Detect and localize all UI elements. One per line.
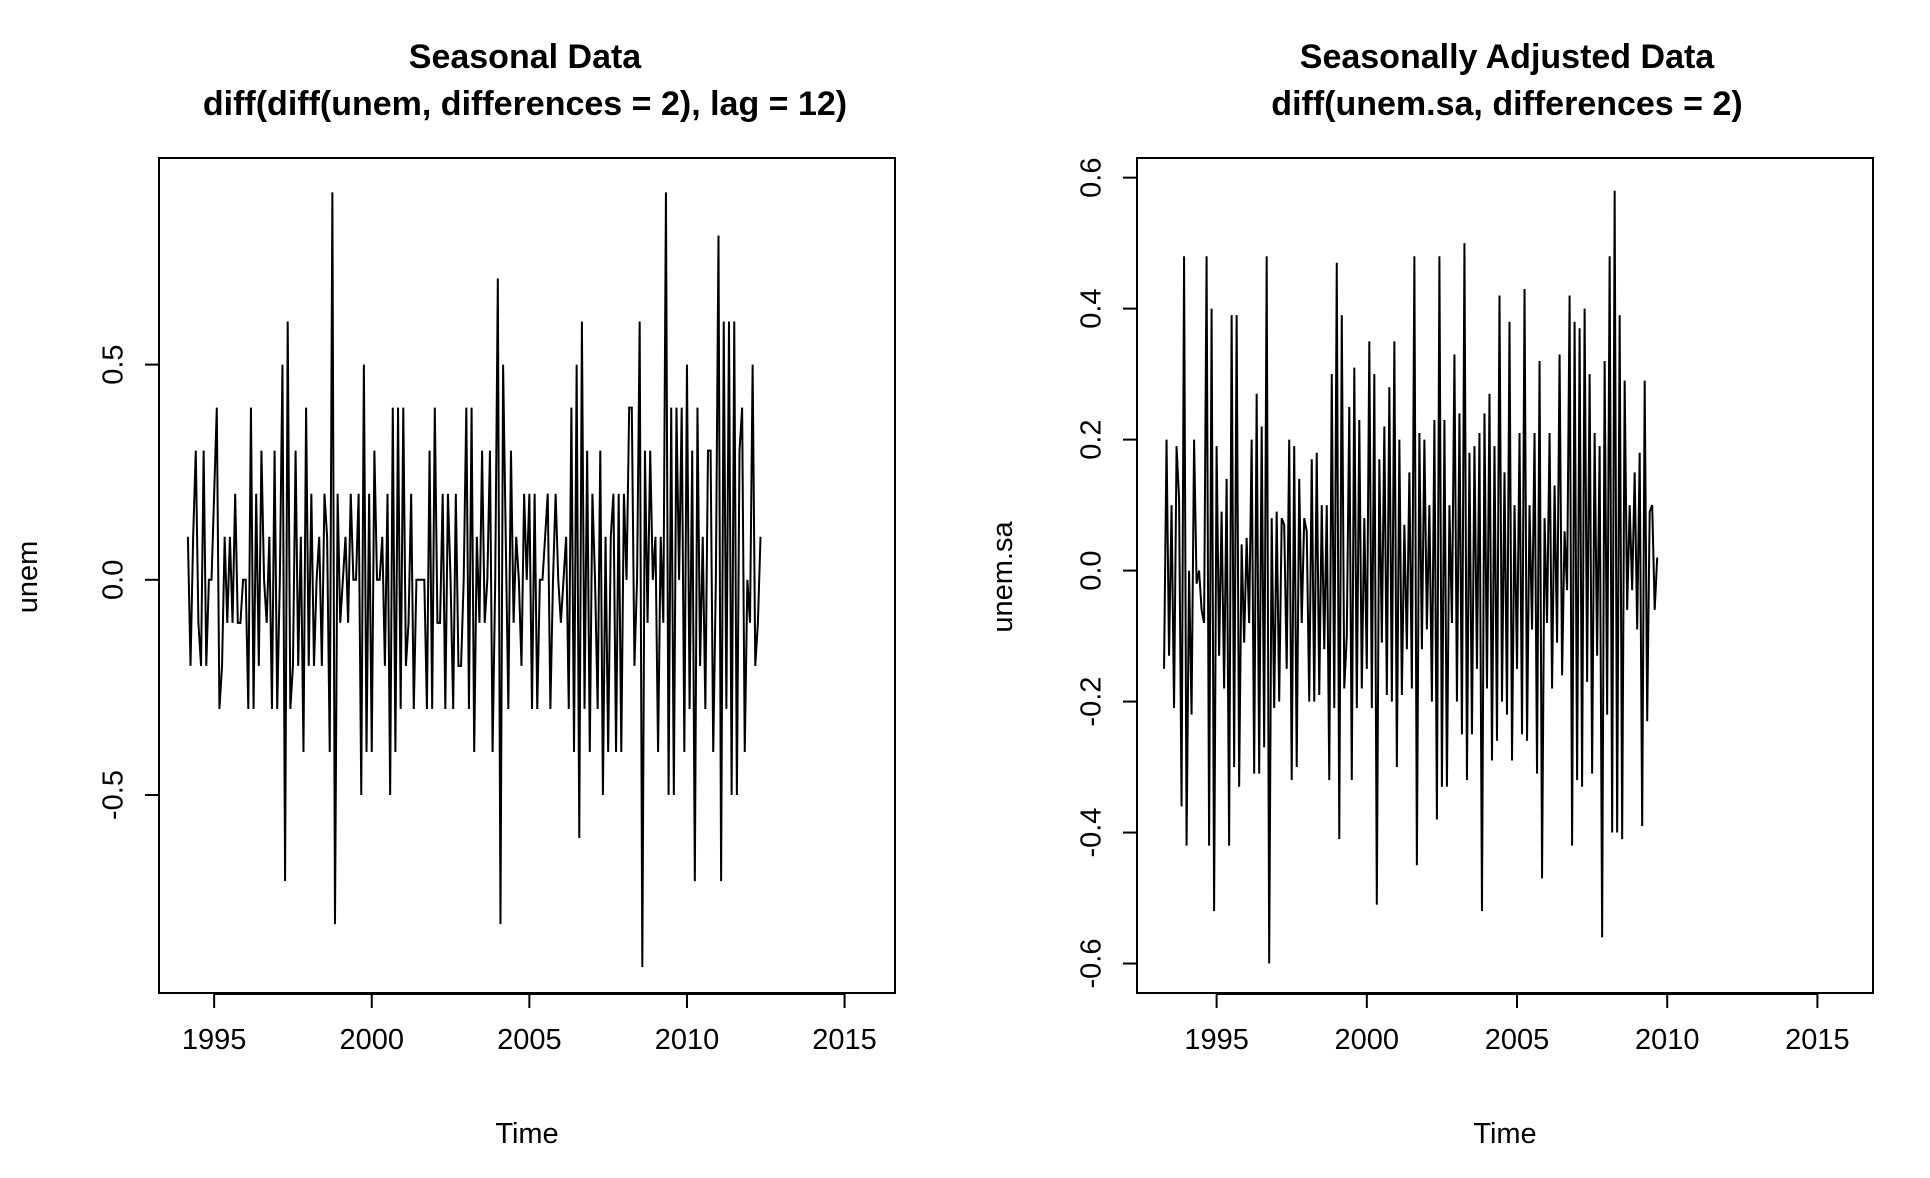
seasonal-x-tick-label: 2015 [812,1024,877,1056]
adjusted-y-tick-label: 0.0 [1076,550,1108,590]
seasonally-adjusted-panel: Seasonally Adjusted Data diff(unem.sa, d… [987,38,1874,1150]
seasonal-y-axis: -0.5 0.0 0.5 [98,344,160,820]
seasonal-y-tick-label: 0.5 [98,344,130,384]
seasonal-data-panel: Seasonal Data diff(diff(unem, difference… [12,38,896,1150]
adjusted-series-line [1163,190,1659,964]
seasonal-series-line [186,192,762,968]
adjusted-chart-subtitle: diff(unem.sa, differences = 2) [1271,85,1742,123]
seasonal-x-axis: 1995 2000 2005 2010 2015 [182,993,877,1056]
adjusted-x-axis-label: Time [1473,1118,1536,1150]
seasonal-x-axis-label: Time [495,1118,558,1150]
adjusted-y-tick-label: 0.4 [1076,288,1108,328]
adjusted-x-tick-label: 2000 [1335,1024,1400,1056]
adjusted-x-tick-label: 2010 [1635,1024,1700,1056]
adjusted-y-axis-label: unem.sa [987,521,1019,633]
seasonal-chart-subtitle: diff(diff(unem, differences = 2), lag = … [203,85,847,123]
seasonal-y-tick-label: 0.0 [98,560,130,600]
seasonal-chart-title: Seasonal Data [409,38,643,76]
adjusted-x-tick-label: 2005 [1485,1024,1550,1056]
adjusted-y-tick-label: -0.2 [1076,677,1108,727]
adjusted-y-axis: -0.6 -0.4 -0.2 0.0 0.2 0.4 0.6 [1076,157,1138,989]
adjusted-x-tick-label: 1995 [1184,1024,1249,1056]
adjusted-y-tick-label: 0.2 [1076,419,1108,459]
adjusted-chart-title: Seasonally Adjusted Data [1300,38,1716,76]
seasonal-x-tick-label: 2005 [497,1024,562,1056]
adjusted-y-tick-label: 0.6 [1076,157,1108,197]
seasonal-x-tick-label: 2000 [340,1024,405,1056]
adjusted-x-tick-label: 2015 [1785,1024,1850,1056]
seasonal-x-tick-label: 1995 [182,1024,247,1056]
seasonal-x-tick-label: 2010 [655,1024,720,1056]
seasonal-y-axis-label: unem [12,541,44,614]
seasonal-y-tick-label: -0.5 [98,770,130,820]
adjusted-x-axis: 1995 2000 2005 2010 2015 [1184,993,1850,1056]
adjusted-y-tick-label: -0.4 [1076,808,1108,858]
adjusted-y-tick-label: -0.6 [1076,939,1108,989]
